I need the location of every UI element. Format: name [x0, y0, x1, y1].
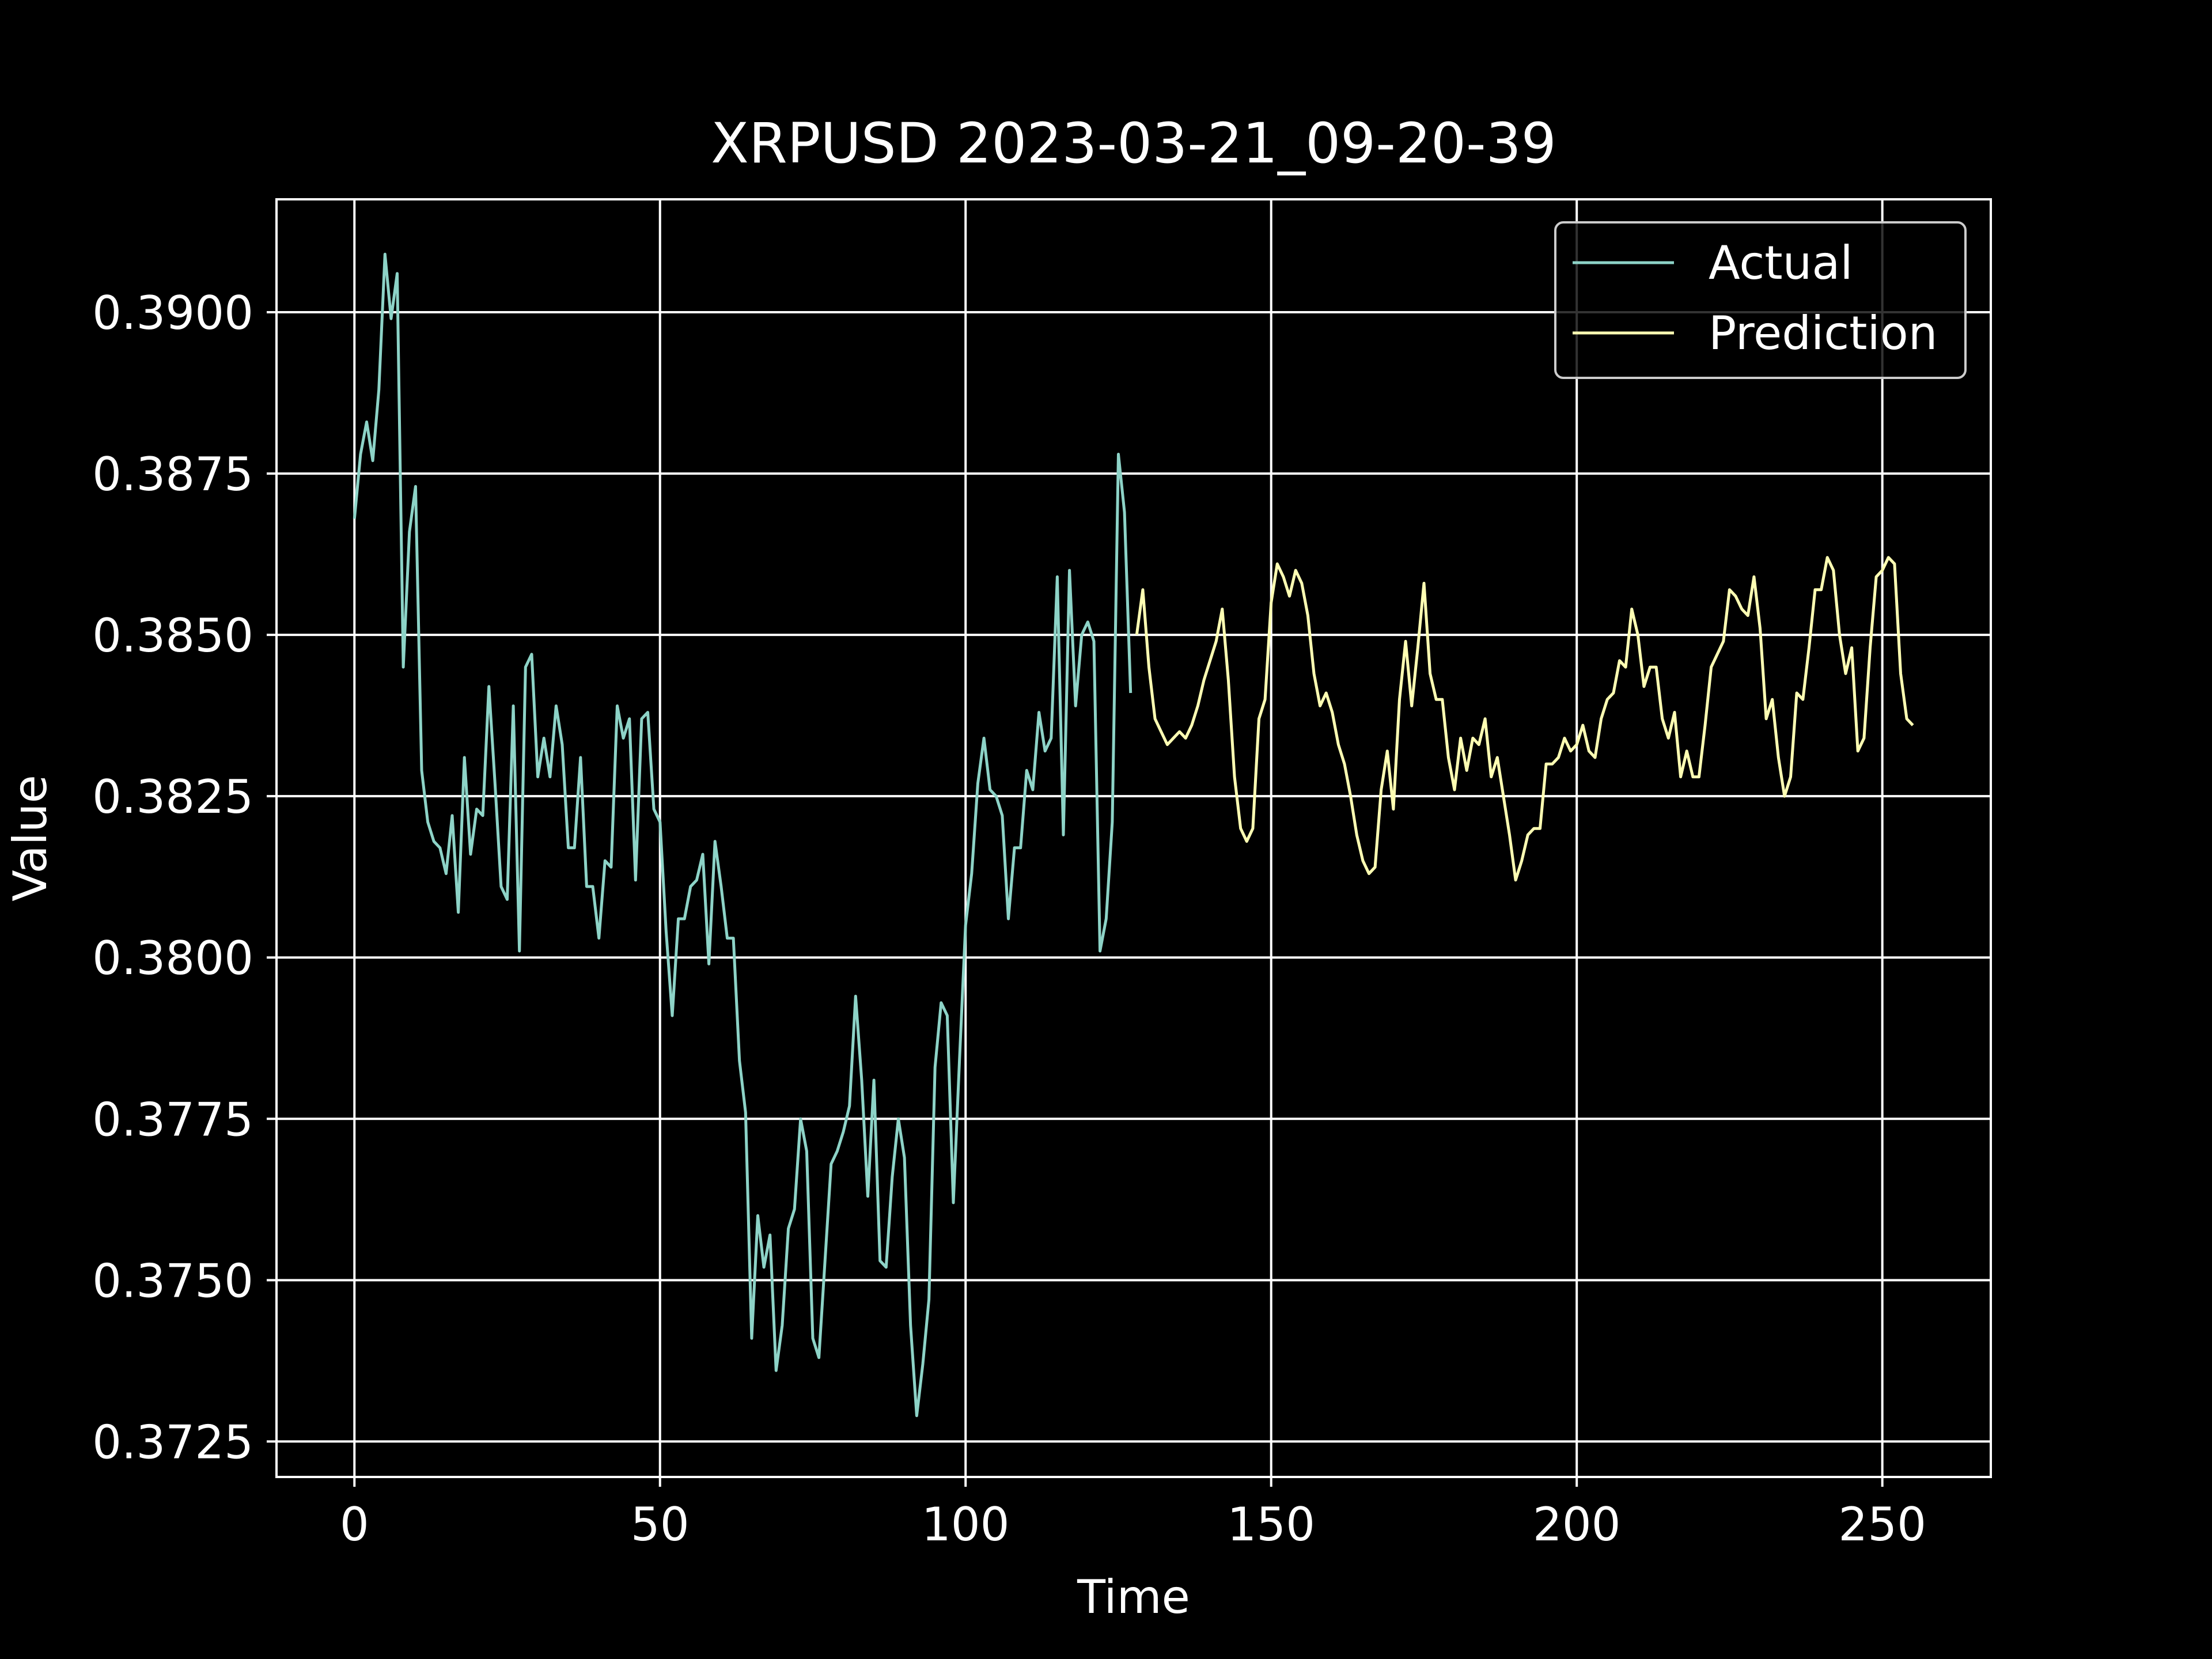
- grid: [276, 199, 1991, 1477]
- y-tick-label-5: 0.3850: [92, 609, 253, 662]
- chart-title: XRPUSD 2023-03-21_09-20-39: [711, 111, 1556, 176]
- x-tick-label-1: 50: [631, 1498, 690, 1551]
- ticks: 0 50 100 150 200 250 0.3725 0.3750 0.3775 0.3800 0…: [92, 286, 1926, 1551]
- y-tick-label-1: 0.3750: [92, 1254, 253, 1308]
- y-tick-label-7: 0.3900: [92, 286, 253, 340]
- y-tick-label-6: 0.3875: [92, 448, 253, 501]
- series-line-prediction: [1135, 556, 1914, 882]
- x-tick-label-2: 100: [922, 1498, 1010, 1551]
- x-tick-label-5: 250: [1838, 1498, 1926, 1551]
- legend: Actual Prediction: [1554, 221, 1967, 379]
- y-tick-label-3: 0.3800: [92, 931, 253, 985]
- y-tick-label-2: 0.3775: [92, 1093, 253, 1146]
- x-tick-label-3: 150: [1227, 1498, 1315, 1551]
- series-layer: [353, 252, 1914, 1418]
- plot-frame: [275, 198, 1992, 1478]
- legend-label-actual: Actual: [1709, 236, 1853, 290]
- x-axis-label: Time: [1077, 1570, 1190, 1624]
- y-tick-label-4: 0.3825: [92, 770, 253, 824]
- x-tick-label-4: 200: [1533, 1498, 1621, 1551]
- x-tick-label-0: 0: [340, 1498, 369, 1551]
- series-line-actual: [353, 252, 1132, 1418]
- y-tick-label-0: 0.3725: [92, 1415, 253, 1469]
- y-axis-label: Value: [3, 775, 57, 902]
- legend-label-prediction: Prediction: [1709, 306, 1937, 360]
